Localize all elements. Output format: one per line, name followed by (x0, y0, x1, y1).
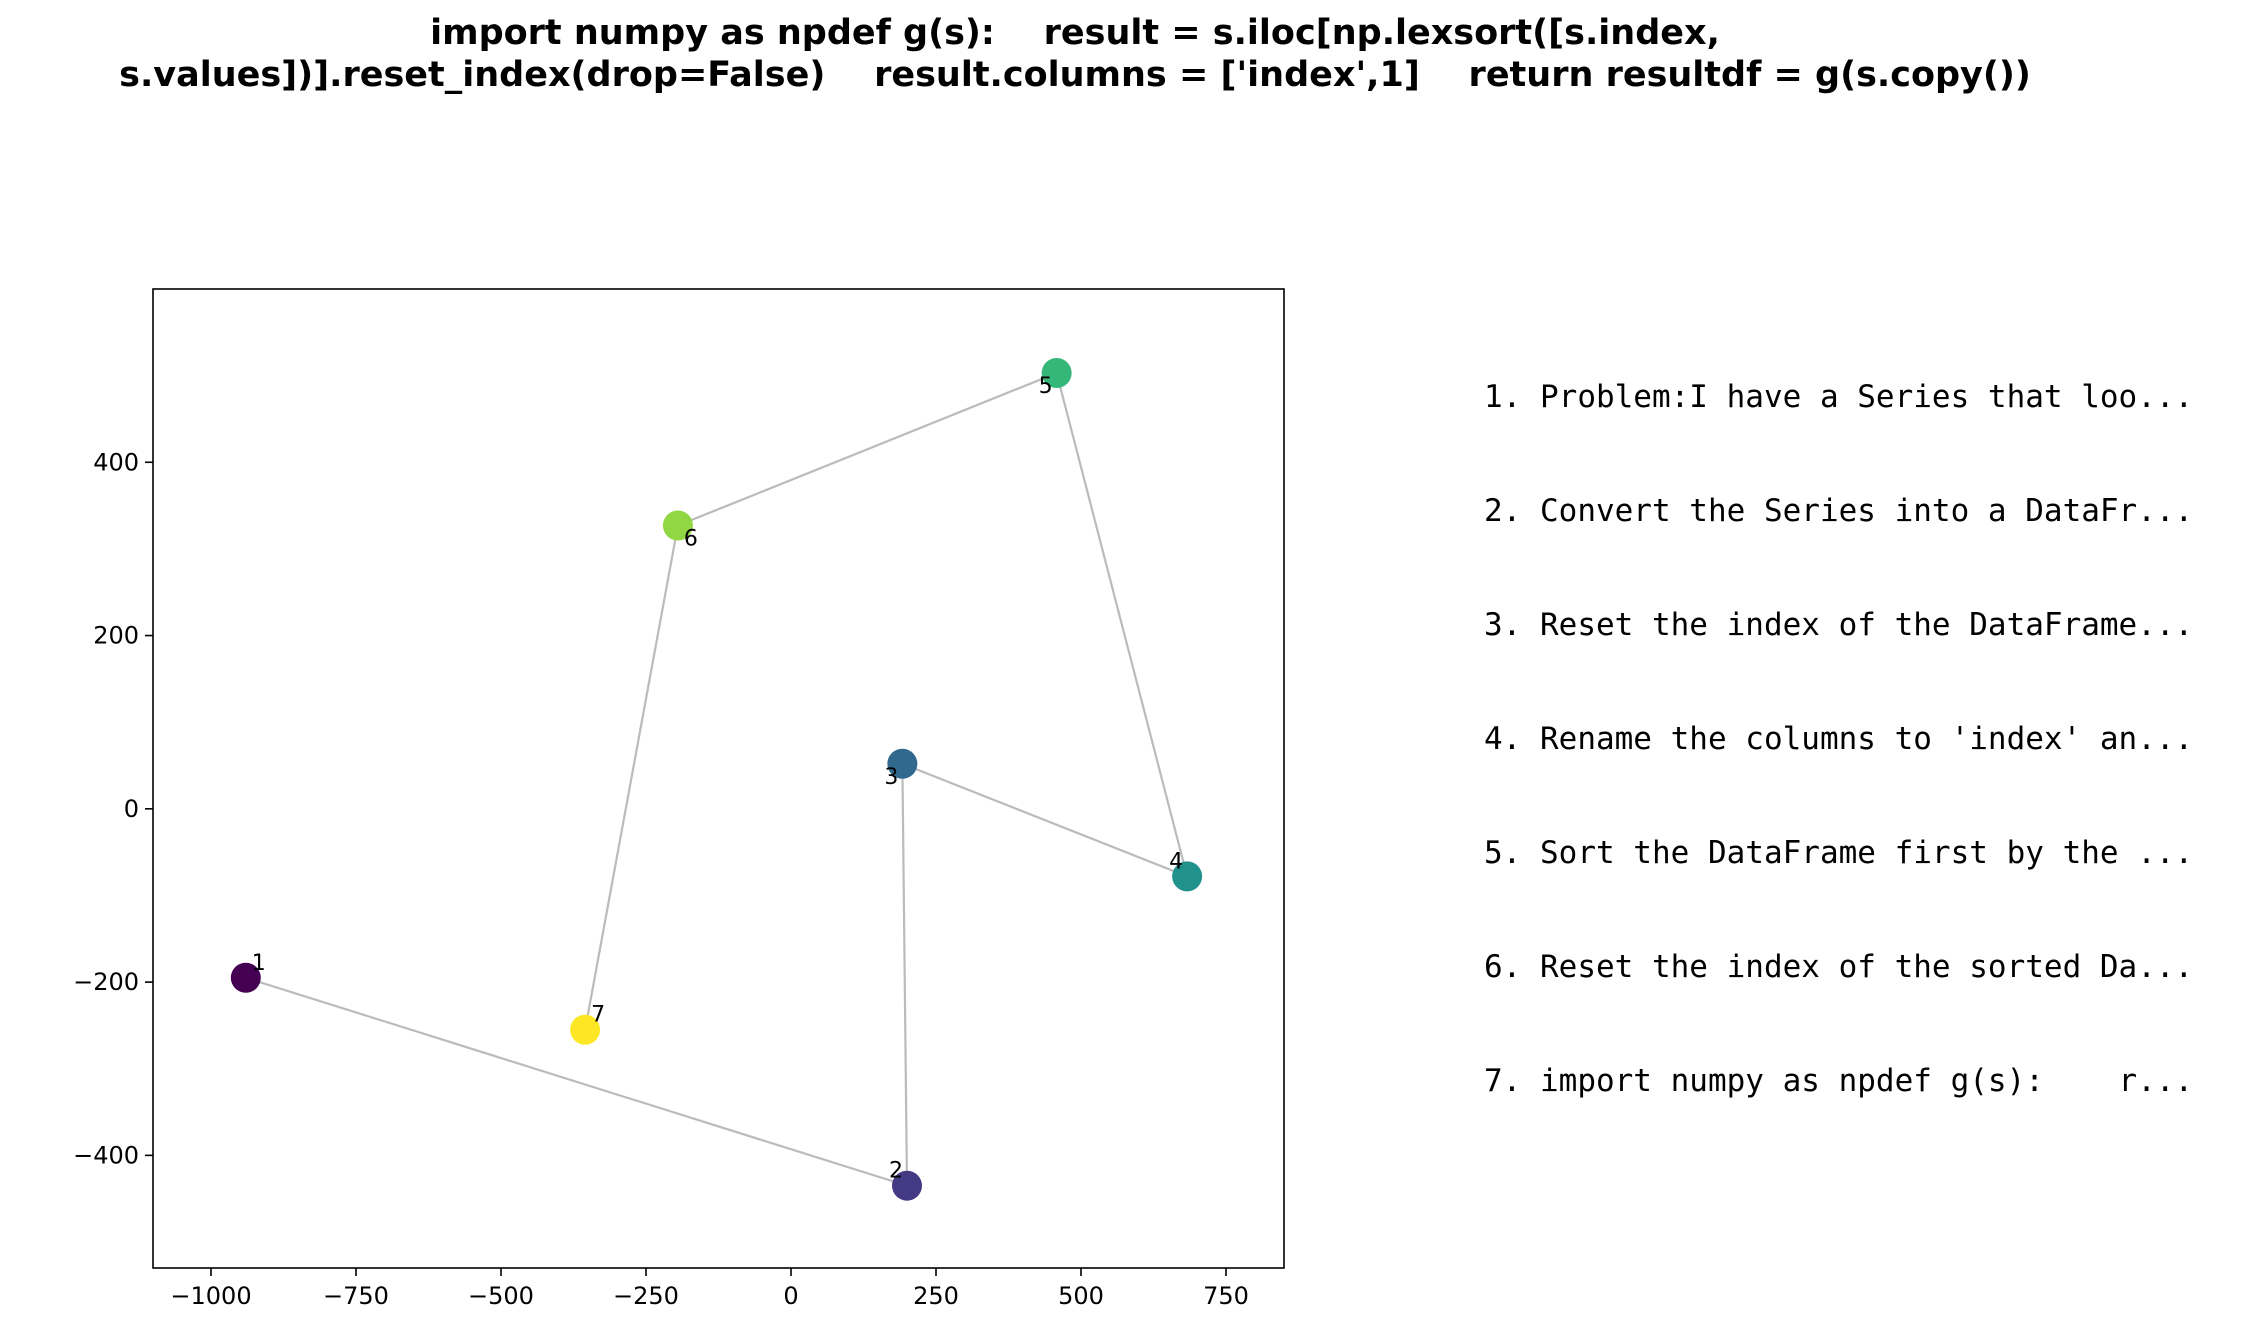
x-tick-label: 750 (1203, 1282, 1249, 1310)
data-point (230, 962, 261, 993)
connector-line (584, 525, 679, 1030)
figure-title-line-1: import numpy as npdef g(s): result = s.i… (430, 13, 1720, 53)
x-tick-label: 0 (783, 1282, 798, 1310)
point-label: 3 (884, 765, 898, 790)
step-item: 2. Convert the Series into a DataFr... (1484, 493, 2194, 529)
y-tick-label: 400 (93, 448, 139, 476)
data-point (887, 748, 918, 779)
connector-lines (245, 372, 1189, 1187)
connector-line (1055, 372, 1189, 877)
figure-title-line-2: s.values])].reset_index(drop=False) resu… (119, 55, 2031, 95)
steps-list: 1. Problem:I have a Series that loo... 2… (1484, 302, 2193, 1138)
y-tick-label: −200 (73, 968, 139, 996)
point-label: 6 (684, 527, 698, 552)
x-tick-label: 500 (1058, 1282, 1104, 1310)
x-tick-label: −1000 (170, 1282, 251, 1310)
connector-line (901, 762, 1188, 878)
point-label: 7 (591, 1003, 605, 1028)
data-point (662, 510, 693, 541)
step-item: 6. Reset the index of the sorted Da... (1484, 949, 2194, 985)
point-label: 1 (252, 951, 266, 976)
figure-title: import numpy as npdef g(s): result = s.i… (0, 12, 2150, 96)
x-axis: −1000 −750 −500 −250 0 250 500 750 (170, 1268, 1249, 1310)
step-item: 1. Problem:I have a Series that loo... (1484, 379, 2194, 415)
y-tick-label: −400 (73, 1141, 139, 1169)
plot-area-frame (152, 288, 1285, 1269)
data-point (1172, 861, 1203, 892)
y-axis: −400 −200 0 200 400 (73, 448, 153, 1169)
point-label: 4 (1169, 849, 1183, 874)
x-tick-label: 250 (913, 1282, 959, 1310)
step-item: 4. Rename the columns to 'index' an... (1484, 721, 2194, 757)
point-label: 5 (1039, 374, 1053, 399)
data-points: 1 2 3 4 5 6 7 (230, 358, 1203, 1201)
step-item: 5. Sort the DataFrame first by the ... (1484, 835, 2194, 871)
data-point (1041, 358, 1072, 389)
connector-line (245, 976, 908, 1187)
x-tick-label: −750 (323, 1282, 389, 1310)
step-item: 7. import numpy as npdef g(s): r... (1484, 1063, 2194, 1099)
x-tick-label: −250 (613, 1282, 679, 1310)
connector-line (901, 763, 909, 1186)
step-item: 3. Reset the index of the DataFrame... (1484, 607, 2194, 643)
data-point (892, 1170, 922, 1201)
point-label: 2 (889, 1159, 903, 1184)
data-point (570, 1014, 601, 1045)
y-tick-label: 200 (93, 622, 139, 650)
y-tick-label: 0 (124, 795, 139, 823)
x-tick-label: −500 (468, 1282, 534, 1310)
connector-line (677, 372, 1058, 527)
